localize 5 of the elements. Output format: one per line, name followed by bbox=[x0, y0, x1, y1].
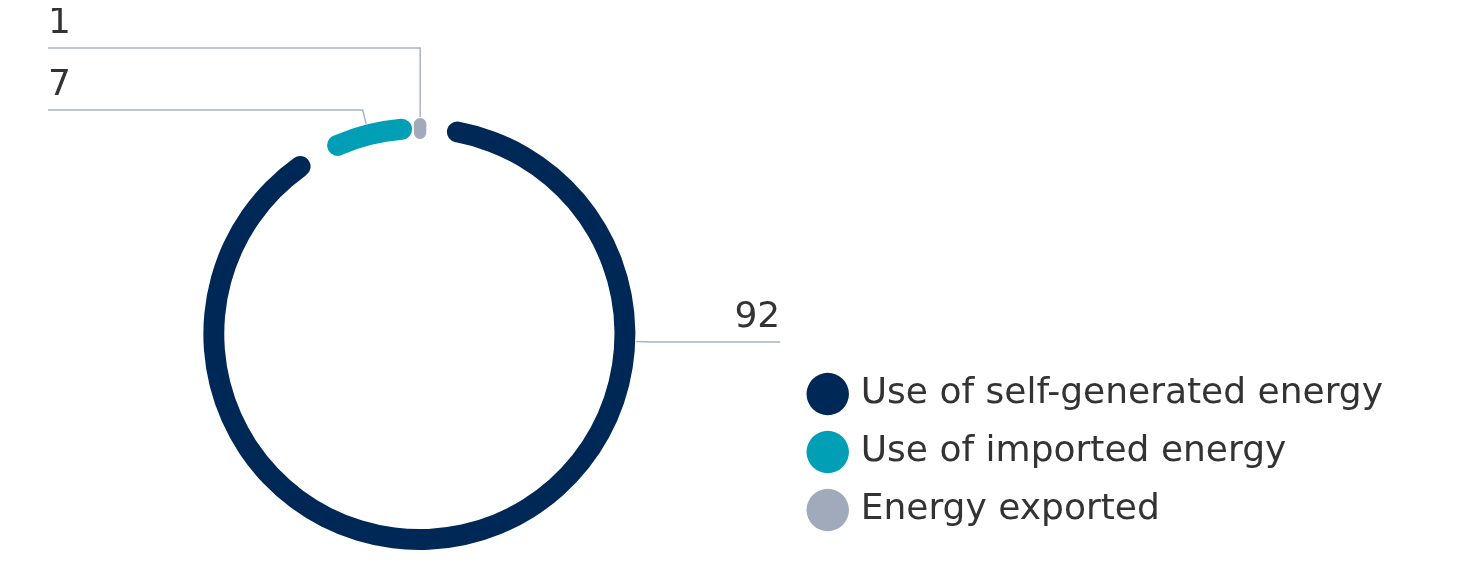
legend-label: Use of imported energy bbox=[860, 428, 1287, 470]
legend-label: Energy exported bbox=[860, 486, 1160, 528]
data-label: 92 bbox=[734, 294, 781, 336]
legend-label: Use of self-generated energy bbox=[860, 370, 1383, 412]
data-label: 7 bbox=[48, 62, 71, 104]
